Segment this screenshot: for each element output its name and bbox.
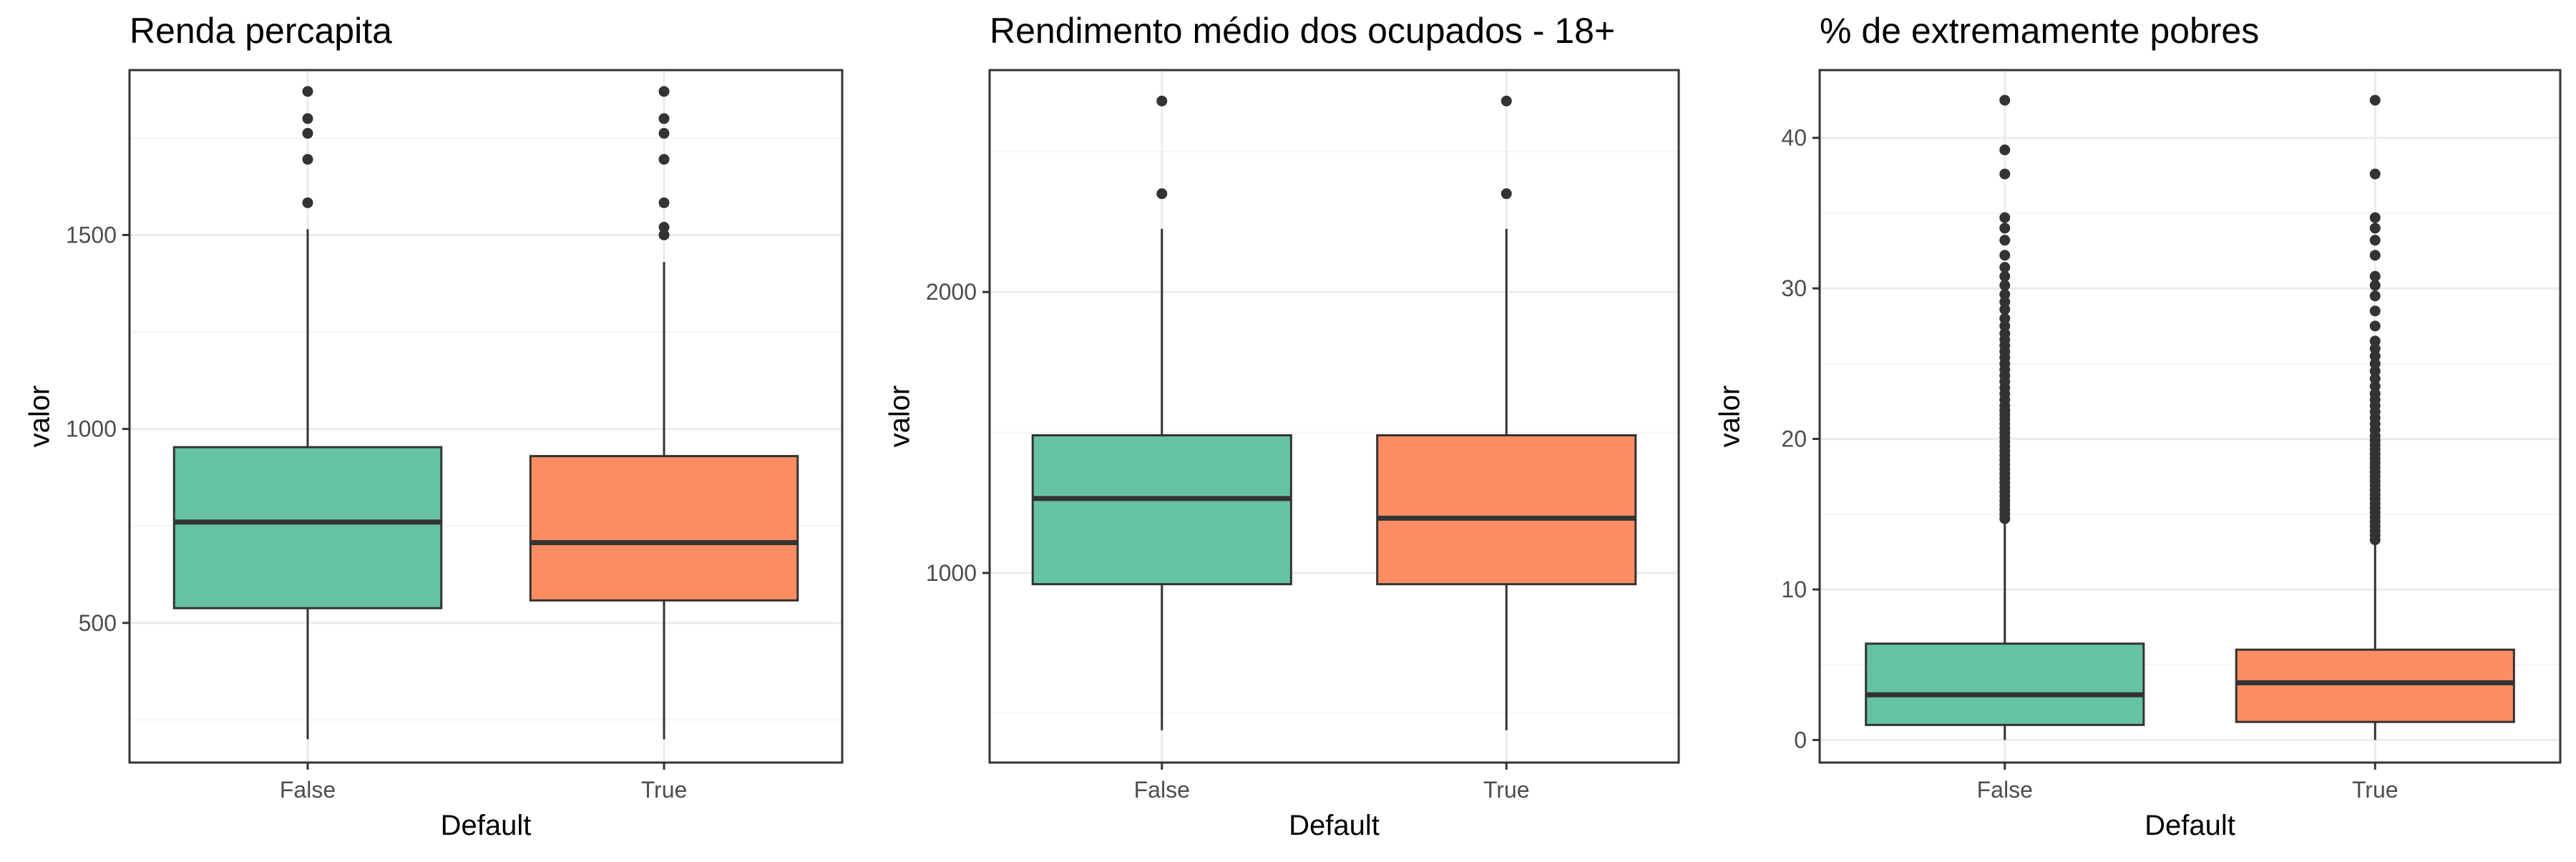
outlier-point bbox=[2369, 280, 2381, 291]
outlier-point bbox=[2369, 290, 2381, 302]
y-tick-label: 40 bbox=[1781, 125, 1807, 151]
outlier-point bbox=[1999, 168, 2011, 180]
outlier-point bbox=[2369, 94, 2381, 106]
outlier-point bbox=[1999, 222, 2011, 234]
outlier-point bbox=[658, 86, 670, 97]
y-axis-title: valor bbox=[1714, 386, 1746, 448]
outlier-point bbox=[1999, 94, 2011, 106]
outlier-point bbox=[658, 127, 670, 139]
y-axis-title: valor bbox=[884, 386, 916, 448]
outlier-point bbox=[658, 229, 670, 240]
chart-title: Renda percapita bbox=[130, 11, 392, 51]
x-axis-title: Default bbox=[441, 810, 532, 841]
x-axis-title: Default bbox=[1289, 810, 1380, 841]
outlier-point bbox=[2369, 388, 2381, 399]
y-tick-label: 1500 bbox=[66, 222, 117, 248]
chart-panel-2: 1000 2000 False True Default valor Rendimento … bbox=[884, 11, 1680, 841]
chart-panel-3: 0 10 20 30 40 False True Default valor % de extre… bbox=[1714, 11, 2562, 841]
outlier-point bbox=[1156, 188, 1168, 200]
y-tick-label: 10 bbox=[1781, 577, 1807, 602]
outlier-point bbox=[1999, 145, 2011, 156]
box-iqr bbox=[1031, 434, 1292, 586]
outlier-point bbox=[658, 222, 670, 233]
outlier-point bbox=[2369, 366, 2381, 377]
outlier-point bbox=[1999, 296, 2011, 308]
outlier-point bbox=[2369, 358, 2381, 369]
outlier-point bbox=[302, 86, 313, 97]
outlier-point bbox=[1156, 95, 1168, 107]
outlier-point bbox=[2369, 351, 2381, 362]
x-tick-label: False bbox=[1977, 777, 2033, 803]
outlier-point bbox=[2369, 373, 2381, 384]
box-false bbox=[172, 86, 443, 740]
panel-border bbox=[128, 69, 844, 764]
x-tick-label: True bbox=[641, 777, 688, 803]
y-tick-label: 20 bbox=[1781, 426, 1807, 452]
outlier-point bbox=[1999, 289, 2011, 300]
panel-border bbox=[1818, 69, 2562, 764]
box-iqr bbox=[1865, 642, 2145, 726]
outlier-point bbox=[2369, 381, 2381, 392]
box-false bbox=[1865, 94, 2145, 740]
panel-background bbox=[990, 70, 1679, 763]
outlier-point bbox=[302, 113, 313, 124]
outlier-point bbox=[2369, 212, 2381, 223]
outlier-point bbox=[1999, 313, 2011, 324]
box-iqr bbox=[529, 455, 799, 602]
box-true bbox=[529, 86, 799, 740]
outlier-point bbox=[2369, 336, 2381, 347]
outlier-point bbox=[2369, 235, 2381, 246]
outlier-point bbox=[1999, 250, 2011, 261]
y-tick-label: 1000 bbox=[926, 560, 977, 586]
chart-title: Rendimento médio dos ocupados - 18+ bbox=[990, 11, 1615, 51]
outlier-point bbox=[2369, 250, 2381, 261]
outlier-point bbox=[2369, 168, 2381, 180]
box-false bbox=[1031, 95, 1292, 730]
outlier-point bbox=[2369, 343, 2381, 354]
y-tick-label: 30 bbox=[1781, 275, 1807, 301]
panel-border bbox=[988, 69, 1680, 764]
outlier-point bbox=[658, 154, 670, 165]
box-true bbox=[2235, 94, 2515, 740]
outlier-point bbox=[1999, 262, 2011, 273]
outlier-point bbox=[658, 197, 670, 208]
outlier-point bbox=[1999, 212, 2011, 223]
x-axis-title: Default bbox=[2145, 810, 2235, 841]
box-iqr bbox=[172, 446, 443, 609]
outlier-point bbox=[302, 127, 313, 139]
outlier-point bbox=[1999, 270, 2011, 282]
outlier-point bbox=[1999, 235, 2011, 246]
outlier-point bbox=[1501, 95, 1512, 107]
x-tick-label: True bbox=[2352, 777, 2399, 803]
y-tick-label: 1000 bbox=[66, 416, 117, 442]
outlier-point bbox=[302, 197, 313, 208]
box-true bbox=[1376, 95, 1637, 730]
y-tick-label: 0 bbox=[1794, 727, 1807, 753]
outlier-point bbox=[1501, 188, 1512, 200]
outlier-point bbox=[302, 154, 313, 165]
outlier-point bbox=[1999, 328, 2011, 339]
x-tick-label: False bbox=[280, 777, 336, 803]
x-tick-label: False bbox=[1134, 777, 1190, 803]
outlier-point bbox=[2369, 320, 2381, 332]
outlier-point bbox=[2369, 270, 2381, 282]
outlier-point bbox=[658, 113, 670, 124]
outlier-point bbox=[2369, 222, 2381, 234]
outlier-point bbox=[1999, 280, 2011, 291]
x-tick-label: True bbox=[1483, 777, 1530, 803]
y-axis-title: valor bbox=[24, 386, 56, 448]
outlier-point bbox=[1999, 304, 2011, 315]
y-tick-label: 500 bbox=[79, 610, 117, 636]
box-iqr bbox=[1376, 434, 1637, 586]
y-tick-label: 2000 bbox=[926, 279, 977, 305]
chart-title: % de extremamente pobres bbox=[1820, 11, 2259, 51]
outlier-point bbox=[2369, 305, 2381, 317]
outlier-point bbox=[1999, 320, 2011, 332]
panel-background bbox=[130, 70, 842, 763]
chart-panel-1: 500 1000 1500 False True Default valor Renda pe… bbox=[24, 11, 844, 841]
box-iqr bbox=[2235, 648, 2515, 723]
